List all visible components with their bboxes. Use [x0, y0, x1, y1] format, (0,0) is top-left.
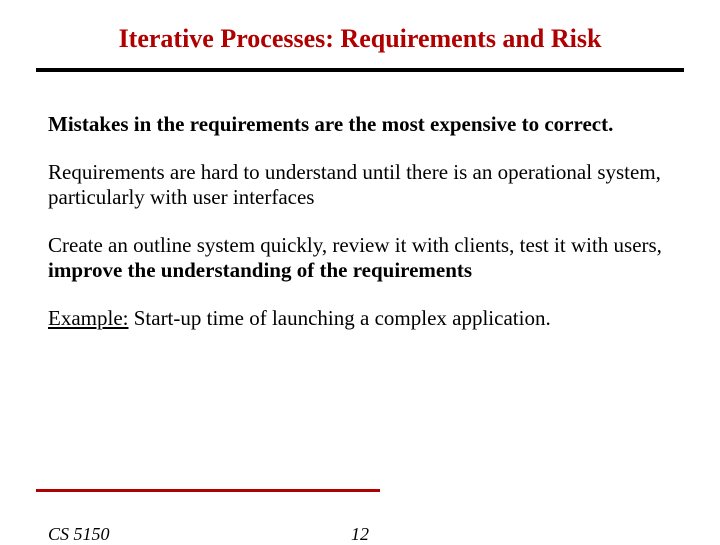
paragraph-3-plain: Create an outline system quickly, review…	[48, 233, 662, 257]
footer-page-number: 12	[0, 524, 720, 545]
paragraph-1: Mistakes in the requirements are the mos…	[48, 112, 672, 138]
slide: Iterative Processes: Requirements and Ri…	[0, 0, 720, 540]
paragraph-3-bold: improve the understanding of the require…	[48, 258, 472, 282]
slide-title: Iterative Processes: Requirements and Ri…	[0, 0, 720, 68]
slide-body: Mistakes in the requirements are the mos…	[0, 72, 720, 332]
paragraph-2: Requirements are hard to understand unti…	[48, 160, 672, 211]
example-text: Start-up time of launching a complex app…	[128, 306, 550, 330]
paragraph-4: Example: Start-up time of launching a co…	[48, 306, 672, 332]
footer-rule	[36, 489, 380, 492]
example-label: Example:	[48, 306, 128, 330]
paragraph-3: Create an outline system quickly, review…	[48, 233, 672, 284]
